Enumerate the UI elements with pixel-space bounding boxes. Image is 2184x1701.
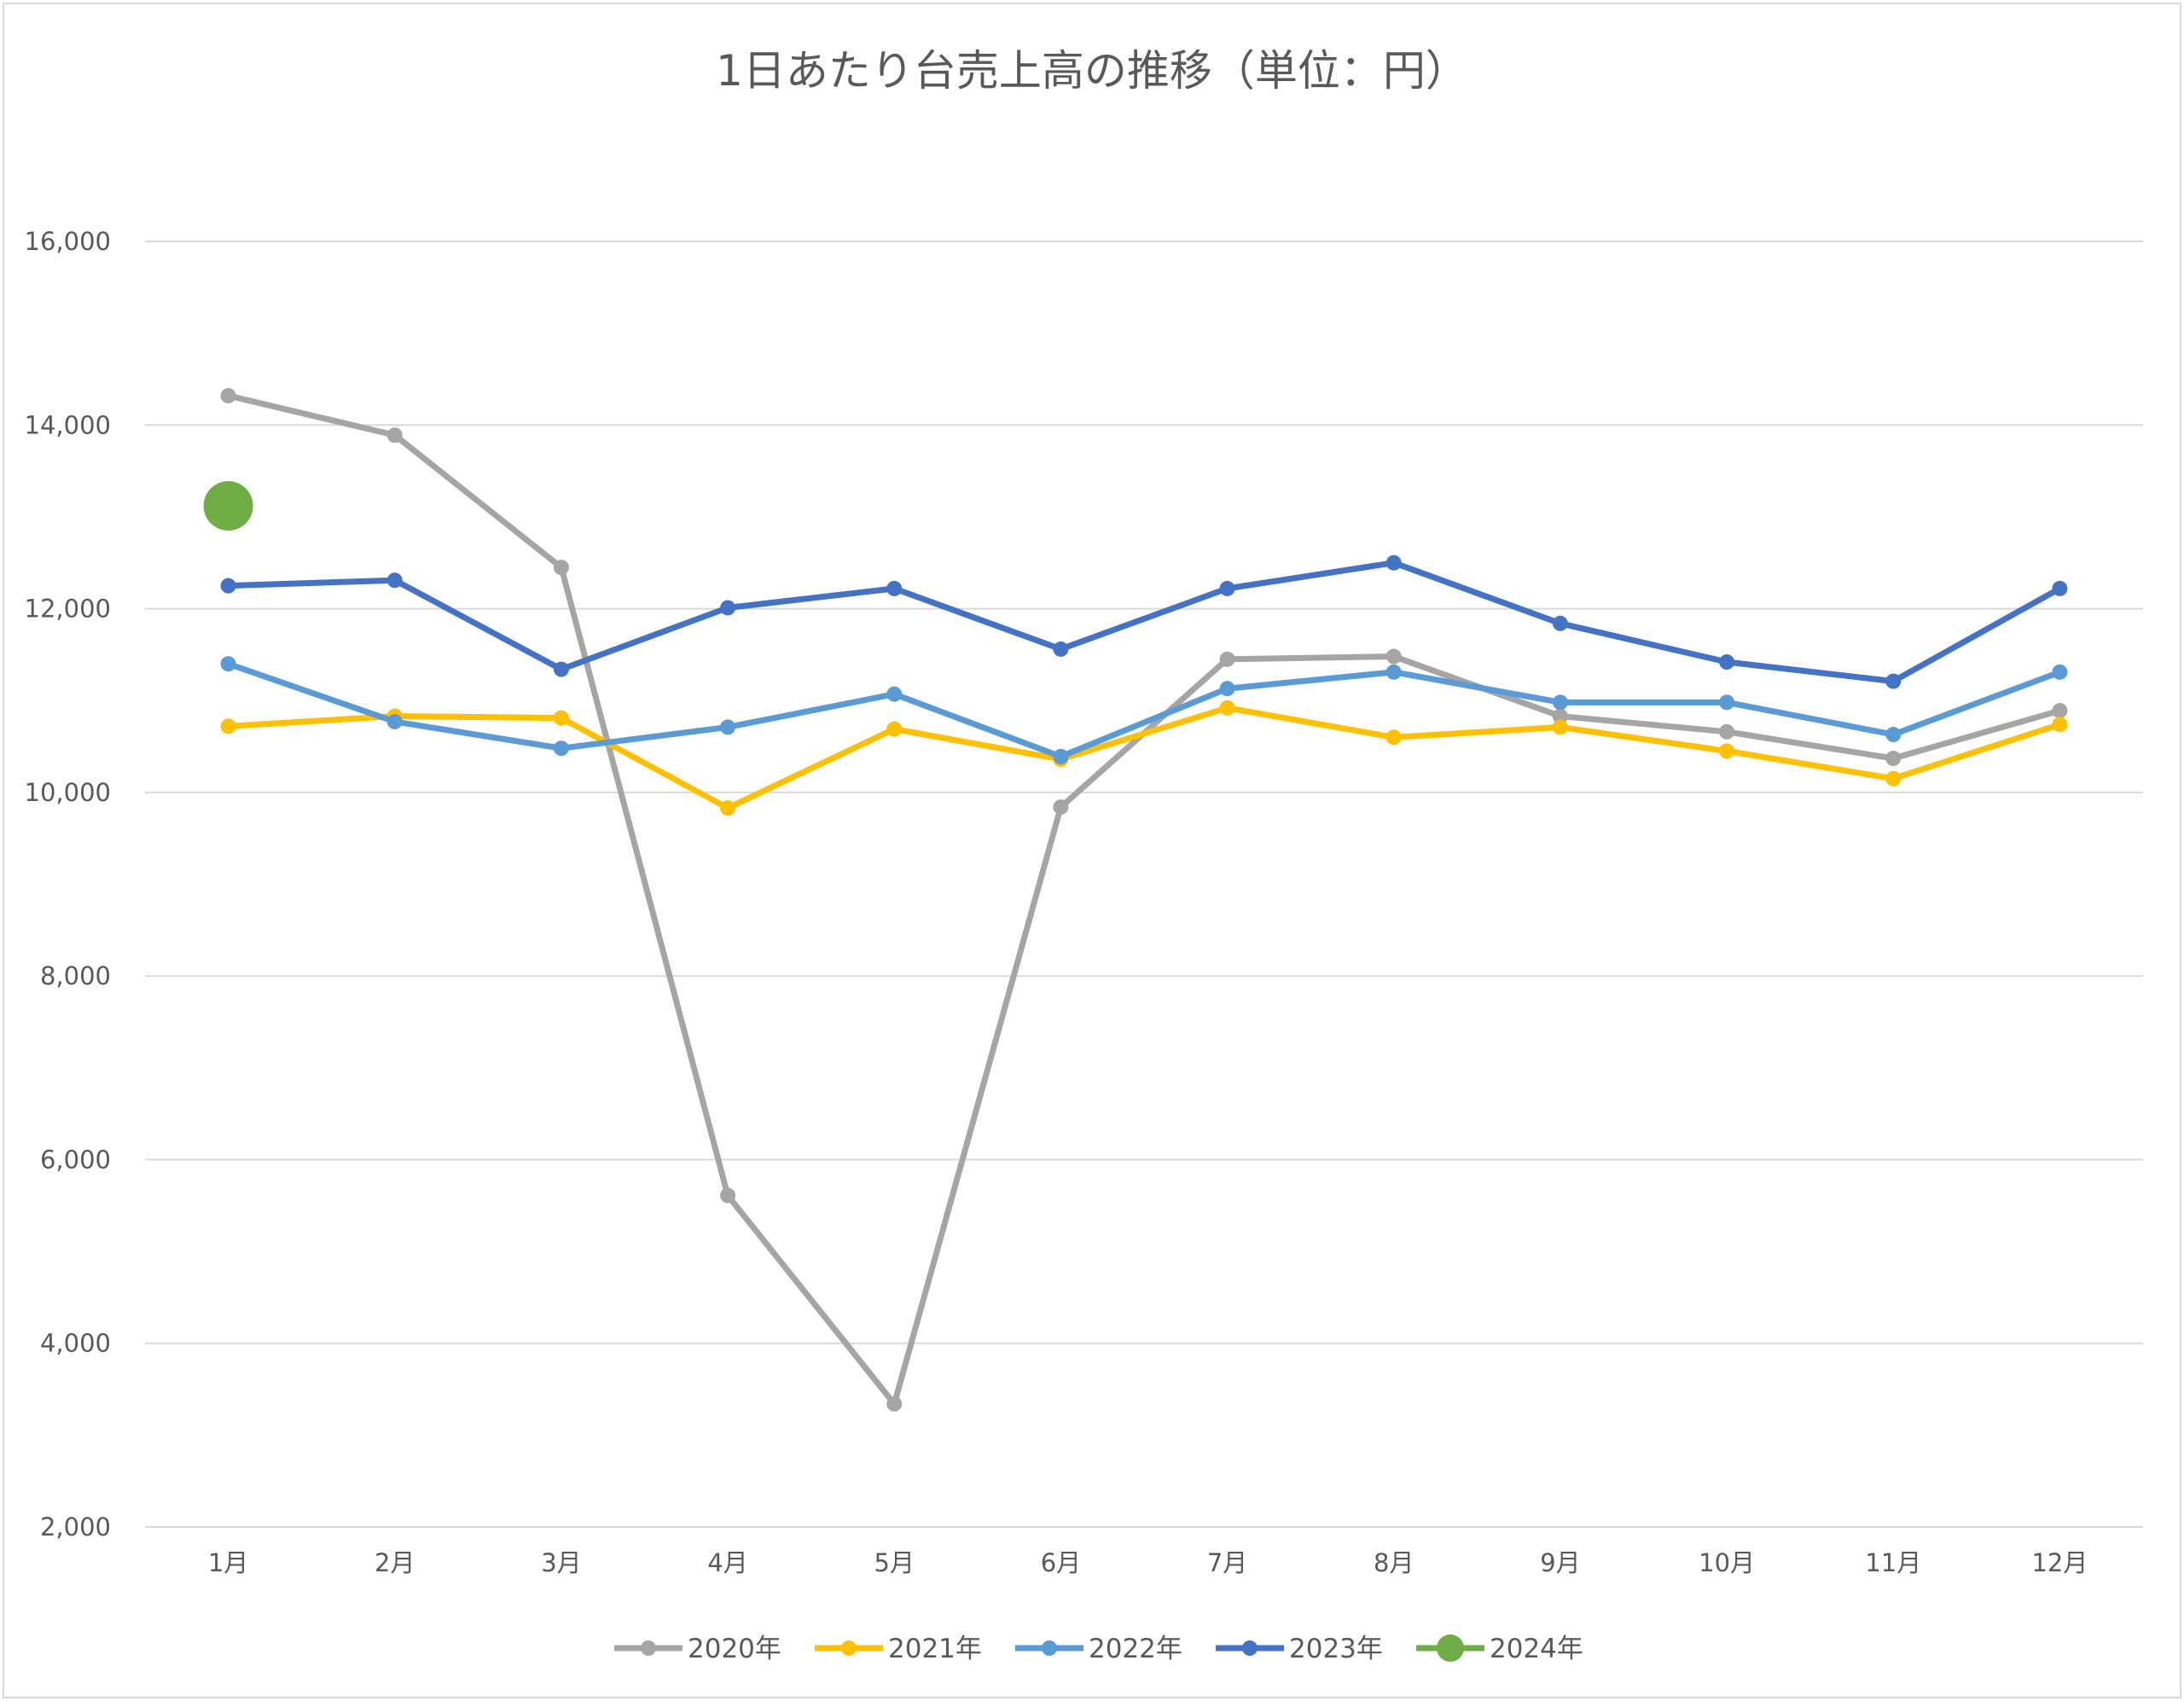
data-point <box>1719 694 1735 711</box>
data-point <box>1885 751 1902 767</box>
y-tick-label: 12,000 <box>25 595 111 624</box>
data-point <box>1885 770 1902 787</box>
x-tick-label: 4月 <box>707 1548 747 1577</box>
data-point <box>1552 719 1568 735</box>
legend-label: 2021年 <box>888 1634 982 1664</box>
data-point <box>720 719 736 735</box>
data-point <box>220 578 236 594</box>
data-point <box>886 686 903 702</box>
data-point <box>1885 727 1902 743</box>
x-tick-label: 8月 <box>1374 1548 1414 1577</box>
y-tick-label: 14,000 <box>25 410 111 439</box>
data-point <box>220 718 236 734</box>
chart-area: 1日あたり台売上高の推移（単位：円） 2,000 4,000 6,000 8,000 1… <box>3 3 2181 1698</box>
data-point <box>553 740 569 757</box>
data-point <box>553 560 569 576</box>
data-point <box>886 721 903 737</box>
x-tick-label: 9月 <box>1540 1548 1580 1577</box>
data-point <box>386 427 403 444</box>
data-point <box>1719 723 1735 740</box>
data-point <box>720 800 736 816</box>
data-point <box>1385 729 1402 746</box>
gridlines <box>145 241 2143 1528</box>
data-point <box>1219 651 1235 667</box>
series-line <box>227 392 2061 1408</box>
legend-label: 2020年 <box>688 1634 781 1664</box>
data-point <box>553 710 569 726</box>
x-tick-label: 3月 <box>541 1548 581 1577</box>
data-point <box>2052 664 2068 680</box>
data-point <box>1552 708 1568 724</box>
x-tick-label: 5月 <box>874 1548 915 1577</box>
data-point <box>2052 580 2068 596</box>
data-point <box>886 1396 903 1412</box>
data-point <box>1053 748 1069 764</box>
x-tick-label: 11月 <box>1865 1548 1921 1577</box>
series-line <box>227 660 2061 760</box>
legend-marker <box>1437 1634 1464 1662</box>
y-axis-ticks: 2,000 4,000 6,000 8,000 10,000 12,000 14,000 16… <box>25 227 111 1541</box>
data-point <box>1053 641 1069 657</box>
legend-label: 2024年 <box>1490 1634 1583 1664</box>
data-point <box>1385 554 1402 571</box>
data-point <box>386 572 403 589</box>
y-tick-label: 4,000 <box>40 1329 111 1358</box>
series-line <box>228 560 2062 685</box>
data-point <box>1719 743 1735 759</box>
x-tick-label: 2月 <box>375 1548 415 1577</box>
data-point <box>2052 703 2068 719</box>
x-tick-label: 12月 <box>2031 1548 2088 1577</box>
y-tick-label: 6,000 <box>40 1145 111 1174</box>
data-point <box>1219 681 1235 697</box>
legend-marker <box>841 1640 857 1656</box>
legend-marker <box>641 1640 656 1656</box>
legend-label: 2022年 <box>1089 1634 1182 1664</box>
y-tick-label: 10,000 <box>25 778 111 807</box>
series-2024年 <box>203 481 253 531</box>
x-tick-label: 1月 <box>208 1548 248 1577</box>
data-point <box>1219 580 1235 596</box>
y-tick-label: 8,000 <box>40 961 111 990</box>
data-point <box>1885 673 1902 689</box>
data-point <box>1385 648 1402 665</box>
series-2023年 <box>220 554 2068 689</box>
line-chart: 1日あたり台売上高の推移（単位：円） 2,000 4,000 6,000 8,000 1… <box>25 46 2143 1664</box>
x-tick-label: 6月 <box>1041 1548 1081 1577</box>
data-point <box>386 713 403 729</box>
legend-item: 2020年 <box>614 1634 781 1664</box>
legend: 2020年 2021年 2022年 2023年 2024年 <box>614 1634 1583 1664</box>
series-2020年 <box>220 387 2068 1412</box>
legend-marker <box>1042 1640 1057 1656</box>
data-point <box>553 661 569 677</box>
y-tick-label: 2,000 <box>40 1512 111 1541</box>
chart-title: 1日あたり台売上高の推移（単位：円） <box>716 46 1468 96</box>
series-2022年 <box>220 656 2068 764</box>
data-point <box>1053 799 1069 816</box>
legend-label: 2023年 <box>1289 1634 1383 1664</box>
legend-item: 2021年 <box>815 1634 982 1664</box>
legend-item: 2024年 <box>1416 1634 1583 1664</box>
legend-marker <box>1242 1640 1258 1656</box>
data-point <box>1552 615 1568 631</box>
x-tick-label: 7月 <box>1207 1548 1247 1577</box>
data-point <box>1552 694 1568 711</box>
x-tick-label: 10月 <box>1699 1548 1755 1577</box>
data-point <box>2052 717 2068 733</box>
series-group <box>203 387 2068 1412</box>
data-point <box>1219 700 1235 716</box>
legend-item: 2023年 <box>1216 1634 1383 1664</box>
data-point <box>203 481 253 531</box>
data-point <box>1385 664 1402 680</box>
data-point <box>1719 654 1735 671</box>
data-point <box>720 1187 736 1204</box>
y-tick-label: 16,000 <box>25 227 111 256</box>
data-point <box>220 387 236 403</box>
series-line <box>228 705 2061 811</box>
data-point <box>886 580 903 596</box>
data-point <box>220 656 236 672</box>
legend-item: 2022年 <box>1015 1634 1182 1664</box>
data-point <box>720 600 736 616</box>
x-axis-ticks: 1月 2月 3月 4月 5月 6月 7月 8月 9月 10月 11月 12月 <box>208 1548 2088 1577</box>
